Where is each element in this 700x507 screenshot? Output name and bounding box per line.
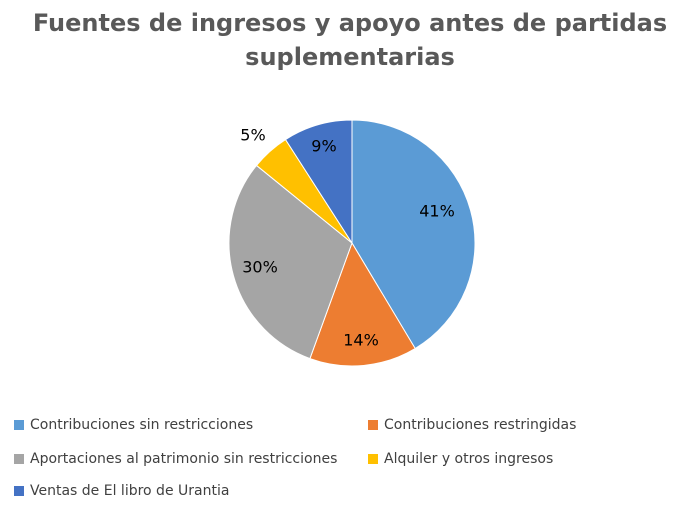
legend-swatch	[14, 454, 24, 464]
slice-data-label-5: 9%	[311, 137, 336, 156]
legend-label: Contribuciones restringidas	[384, 417, 577, 433]
chart-title-line-1: Fuentes de ingresos y apoyo antes de par…	[32, 9, 668, 37]
legend-item-2: Contribuciones restringidas	[368, 417, 576, 433]
legend-swatch	[14, 420, 24, 430]
pie-slice-5	[284, 119, 353, 245]
legend-label: Aportaciones al patrimonio sin restricci…	[30, 451, 338, 467]
legend-swatch	[368, 454, 378, 464]
slice-data-label-2: 14%	[343, 331, 379, 350]
chart-title-line-2: suplementarias	[245, 43, 455, 71]
legend-item-4: Alquiler y otros ingresos	[368, 451, 553, 467]
legend-label: Alquiler y otros ingresos	[384, 451, 554, 467]
legend-item-1: Contribuciones sin restricciones	[14, 417, 253, 433]
legend-swatch	[368, 420, 378, 430]
legend-item-5: Ventas de El libro de Urantia	[14, 483, 229, 499]
legend-swatch	[14, 486, 24, 496]
pie-slice-1	[351, 119, 476, 350]
legend-label: Contribuciones sin restricciones	[30, 417, 254, 433]
legend-item-3: Aportaciones al patrimonio sin restricci…	[14, 451, 337, 467]
chart-title: Fuentes de ingresos y apoyo antes de par…	[0, 6, 700, 74]
pie-slice-3	[228, 164, 353, 360]
slice-data-label-1: 41%	[419, 202, 455, 221]
legend-label: Ventas de El libro de Urantia	[30, 483, 230, 499]
slice-data-label-4: 5%	[240, 126, 265, 145]
slice-data-label-3: 30%	[242, 258, 278, 277]
pie-slice-2	[309, 241, 416, 367]
